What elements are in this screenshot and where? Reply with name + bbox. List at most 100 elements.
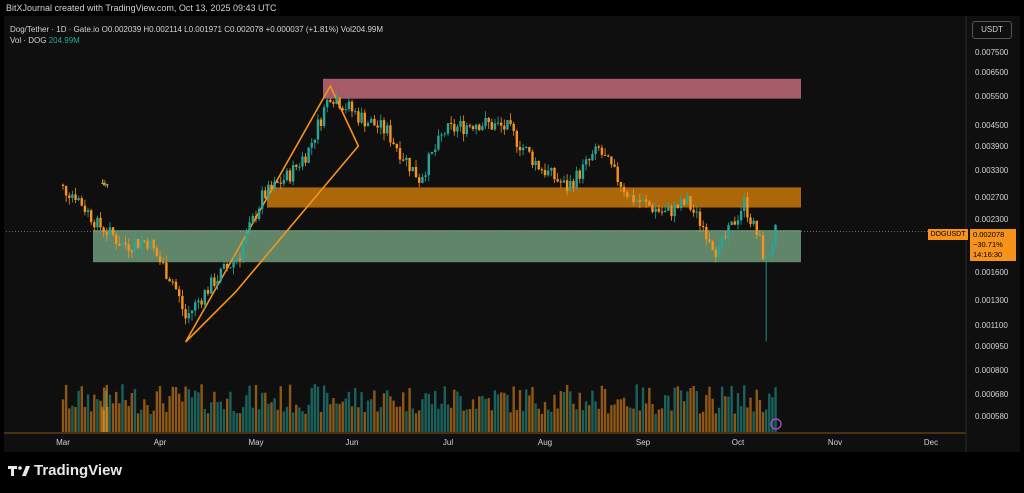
candle-body (114, 234, 118, 244)
volume-bar (319, 412, 323, 432)
volume-bar (382, 393, 386, 432)
candle-body (600, 147, 604, 155)
volume-bar (512, 386, 515, 432)
volume-bar (64, 384, 68, 432)
candle-body (622, 186, 626, 193)
candle-body (61, 184, 65, 186)
candle-body (720, 236, 724, 246)
candle-body (540, 169, 544, 171)
candle-body (686, 196, 689, 205)
candle-body (481, 126, 484, 131)
volume-bar (304, 413, 307, 432)
volume-bar (190, 397, 194, 432)
candle-body (641, 199, 645, 202)
candle-body (708, 239, 711, 242)
tradingview-logo[interactable]: TradingView (8, 462, 122, 479)
candle-body (341, 108, 344, 111)
volume-bar (594, 401, 597, 432)
volume-bar (434, 390, 437, 432)
candle-body (682, 199, 686, 205)
volume-bar (285, 406, 289, 432)
candle-body (200, 300, 203, 305)
volume-bar (689, 388, 692, 432)
volume-bar (578, 392, 581, 432)
candle-body (437, 135, 440, 150)
volume-bar (357, 407, 360, 432)
candle-body (332, 102, 335, 104)
chart-caption: BitXJournal created with TradingView.com… (6, 3, 277, 13)
volume-bar (402, 392, 405, 432)
candle-body (768, 255, 771, 257)
candle-body (459, 120, 462, 127)
candle-body (382, 120, 386, 134)
volume-bar (219, 401, 222, 432)
volume-bar (474, 408, 478, 432)
y-tick-label: 0.005500 (975, 92, 1009, 101)
volume-bar (638, 410, 642, 432)
volume-bar (210, 402, 213, 432)
candle-body (174, 281, 178, 290)
candle-body (270, 184, 273, 189)
mid-zone (267, 187, 801, 208)
candle-body (276, 181, 279, 183)
candle-body (421, 176, 424, 183)
candle-body (133, 239, 137, 253)
volume-bar (774, 387, 777, 432)
volume-bar (414, 413, 418, 432)
candle-body (251, 215, 254, 223)
candle-body (717, 245, 721, 257)
volume-bar (503, 392, 506, 432)
candle-body (101, 182, 104, 184)
candle-body (313, 139, 317, 143)
volume-bar (720, 386, 724, 432)
legend-ohlc: Dog/Tether · 1D · Gate.io O0.002039 H0.0… (10, 25, 384, 34)
volume-bar (499, 392, 503, 432)
candle-body (465, 125, 468, 135)
volume-bar (124, 399, 127, 432)
volume-bar (518, 389, 522, 432)
candle-body (418, 177, 421, 183)
volume-bar (222, 409, 226, 432)
candle-body (168, 278, 171, 282)
candle-body (503, 125, 506, 130)
volume-bar (102, 387, 106, 432)
candle-body (242, 242, 245, 261)
volume-bar (584, 401, 588, 432)
legend-volume-label: Vol · DOG (10, 36, 47, 45)
candle-body (89, 210, 93, 223)
candle-body (701, 225, 705, 228)
ascending-channel (184, 84, 360, 343)
candle-body (456, 126, 459, 132)
x-tick-label: Mar (56, 438, 70, 447)
candle-body (316, 119, 320, 140)
volume-bar (546, 409, 550, 432)
volume-bar (733, 413, 737, 432)
volume-bar (238, 413, 242, 432)
candle-body (149, 239, 152, 249)
x-tick-label: Dec (924, 438, 938, 447)
volume-bar (724, 396, 727, 432)
volume-bar (165, 411, 168, 432)
currency-selector[interactable]: USDT (972, 21, 1012, 39)
candle-body (310, 142, 313, 148)
x-tick-label: Sep (636, 438, 651, 447)
volume-bar (625, 406, 629, 432)
volume-bar (670, 410, 673, 432)
volume-bar (379, 407, 382, 432)
candle-body (395, 144, 398, 149)
volume-bar (206, 413, 210, 432)
volume-bar (421, 399, 424, 432)
candle-body (619, 182, 623, 187)
y-tick-label: 0.003300 (975, 166, 1009, 175)
candle-body (581, 164, 585, 179)
volume-bar (260, 392, 264, 432)
volume-bar (556, 408, 559, 432)
volume-bar (200, 384, 203, 432)
candle-body (235, 258, 238, 262)
volume-bar (235, 413, 238, 432)
volume-bar (481, 395, 484, 432)
candle-body (197, 300, 200, 303)
candle-body (755, 220, 758, 235)
candle-body (714, 249, 718, 257)
